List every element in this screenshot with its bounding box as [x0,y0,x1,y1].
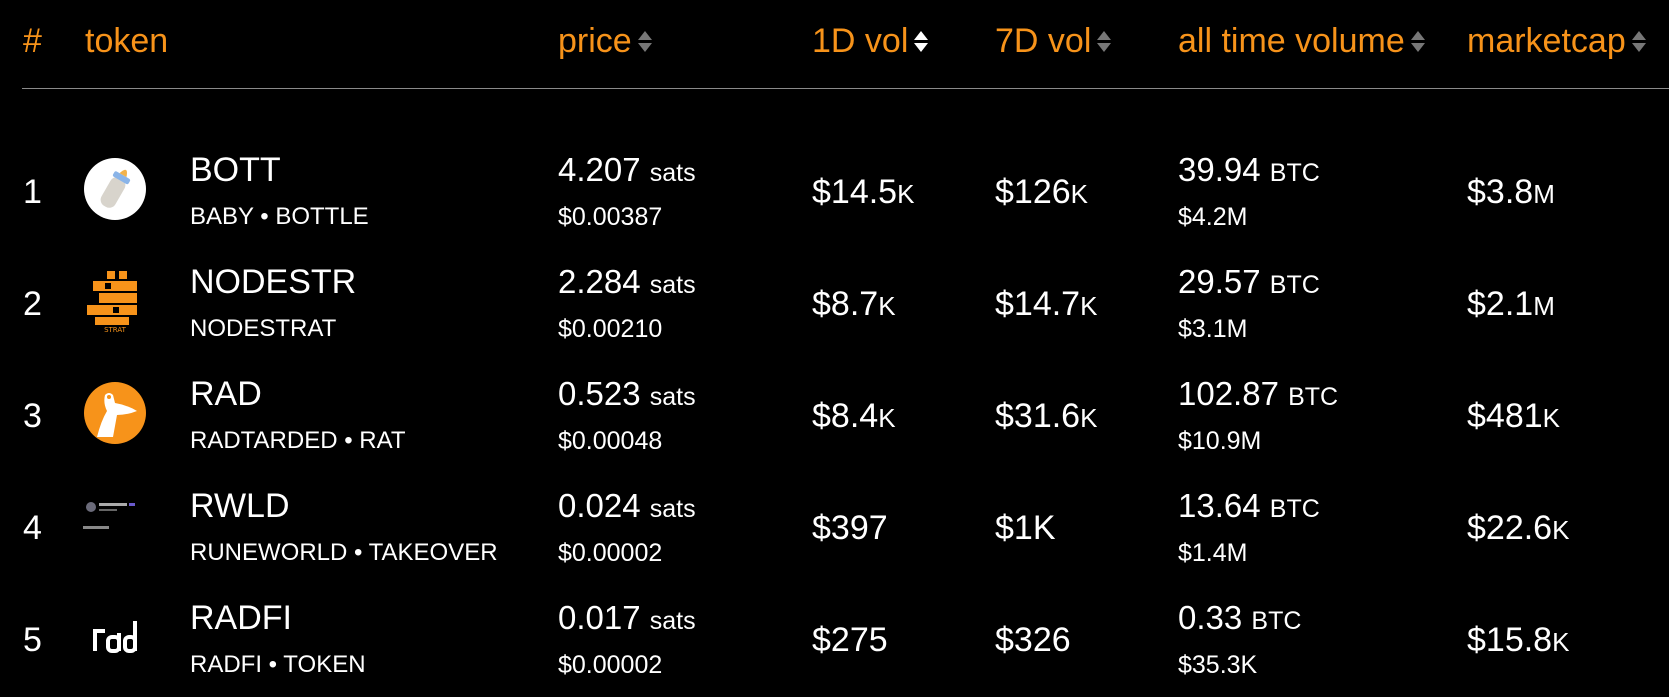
header-1d-vol-sort[interactable]: 1D vol [812,22,929,61]
vol-1d: $275 [812,621,888,659]
price-usd: $0.00002 [558,651,663,679]
token-name: RADTARDED • RAT [190,427,406,454]
price-usd: $0.00387 [558,203,663,231]
rat-silhouette-icon [83,381,147,445]
marketcap: $3.8M [1467,173,1555,211]
vol-1d: $8.7K [812,285,896,323]
marketcap: $22.6K [1467,509,1570,547]
token-symbol[interactable]: NODESTR [190,263,357,301]
sort-arrows-icon [1631,31,1646,52]
marketcap: $481K [1467,397,1560,435]
token-name: BABY • BOTTLE [190,203,369,230]
rank: 1 [23,173,42,211]
rank: 5 [23,621,42,659]
all-time-volume-usd: $4.2M [1178,203,1248,231]
price-sats: 4.207 sats [558,151,696,188]
header-price-sort[interactable]: price [558,22,652,61]
token-symbol[interactable]: RAD [190,375,262,413]
header-rank: # [23,22,42,60]
vol-1d: $397 [812,509,888,547]
all-time-volume-btc: 39.94 BTC [1178,151,1320,188]
token-symbol[interactable]: RADFI [190,599,292,637]
table-header: # token price 1D vol 7D vol all time vol… [0,0,1669,90]
rad-text-logo-icon [83,605,147,669]
header-token: token [85,22,169,60]
token-symbol[interactable]: RWLD [190,487,290,525]
all-time-volume-btc: 29.57 BTC [1178,263,1320,300]
vol-7d: $326 [995,621,1071,659]
price-sats: 0.024 sats [558,487,696,524]
svg-text:STRAT: STRAT [104,326,127,333]
price-usd: $0.00210 [558,315,663,343]
price-sats: 0.523 sats [558,375,696,412]
all-time-volume-usd: $3.1M [1178,315,1248,343]
vol-7d: $1K [995,509,1056,547]
table-row[interactable]: 3 RAD RADTARDED • RAT 0.523 sats $0.0004… [0,357,1669,469]
table-row[interactable]: 2 STRAT NODESTR NODESTRAT 2.284 sats $0.… [0,245,1669,357]
price-sats: 0.017 sats [558,599,696,636]
all-time-volume-btc: 102.87 BTC [1178,375,1339,412]
all-time-volume-usd: $10.9M [1178,427,1262,455]
sort-arrows-icon [1410,31,1425,52]
header-all-time-volume-sort[interactable]: all time volume [1178,22,1425,61]
price-usd: $0.00048 [558,427,663,455]
sort-arrows-icon [1097,31,1112,52]
vol-7d: $126K [995,173,1088,211]
header-7d-vol-sort[interactable]: 7D vol [995,22,1112,61]
vol-7d: $31.6K [995,397,1098,435]
token-name: NODESTRAT [190,315,337,342]
nodestrat-logo-icon: STRAT [83,269,147,334]
all-time-volume-usd: $1.4M [1178,539,1248,567]
tweet-screenshot-icon [83,493,147,557]
rank: 3 [23,397,42,435]
all-time-volume-btc: 13.64 BTC [1178,487,1320,524]
table-row[interactable]: 5 RADFI RADFI • TOKEN 0.017 sats $0.0000… [0,581,1669,693]
vol-7d: $14.7K [995,285,1098,323]
vol-1d: $8.4K [812,397,896,435]
price-usd: $0.00002 [558,539,663,567]
rank: 4 [23,509,42,547]
token-name: RUNEWORLD • TAKEOVER [190,539,498,566]
marketcap: $15.8K [1467,621,1570,659]
sort-arrows-icon [637,31,652,52]
sort-arrows-icon [914,31,929,52]
token-symbol[interactable]: BOTT [190,151,281,189]
vol-1d: $14.5K [812,173,915,211]
all-time-volume-usd: $35.3K [1178,651,1258,679]
header-divider [22,88,1669,89]
table-row[interactable]: 4 RWLD RUNEWORLD • TAKEOVER 0.024 sats $… [0,469,1669,581]
baby-bottle-icon [83,157,147,221]
price-sats: 2.284 sats [558,263,696,300]
table-row[interactable]: 1 BOTT BABY • BOTTLE 4.207 sats $0.00387… [0,133,1669,245]
marketcap: $2.1M [1467,285,1555,323]
rank: 2 [23,285,42,323]
all-time-volume-btc: 0.33 BTC [1178,599,1302,636]
token-name: RADFI • TOKEN [190,651,366,678]
header-marketcap-sort[interactable]: marketcap [1467,22,1646,61]
